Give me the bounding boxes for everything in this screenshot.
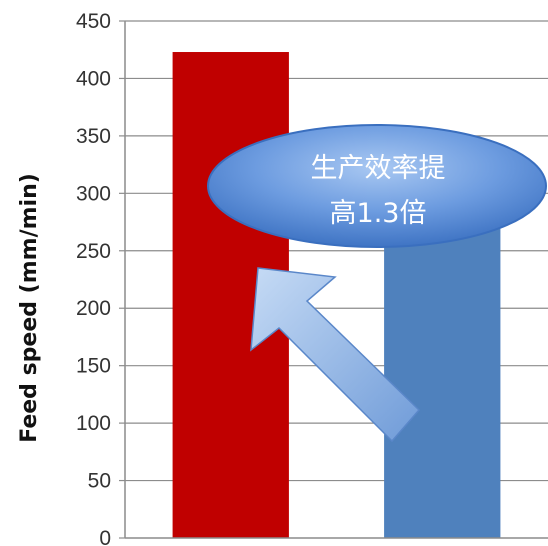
callout-arrow (250, 267, 421, 443)
callout-ellipse (207, 124, 547, 248)
bar-2 (384, 222, 501, 539)
callout-annotation: 生产效率提 高1.3倍 (207, 124, 547, 443)
y-tick-label: 400 (76, 67, 111, 90)
callout-line-2: 高1.3倍 (330, 198, 427, 229)
y-tick-label: 250 (76, 240, 111, 263)
y-tick-label: 450 (76, 10, 111, 33)
bars (172, 52, 501, 539)
y-axis-label: Feed speed (mm/min) (17, 173, 42, 443)
axes (124, 21, 548, 539)
y-tick-label: 50 (88, 470, 111, 493)
y-tick-label: 0 (99, 527, 111, 546)
y-tick-labels: 0 50 100 150 200 250 300 350 400 450 (76, 10, 111, 546)
y-tick-label: 200 (76, 297, 111, 320)
y-tick-label: 150 (76, 355, 111, 378)
y-tick-label: 350 (76, 125, 111, 148)
y-tick-label: 300 (76, 182, 111, 205)
callout-line-1: 生产效率提 (311, 153, 446, 184)
y-tick-label: 100 (76, 412, 111, 435)
